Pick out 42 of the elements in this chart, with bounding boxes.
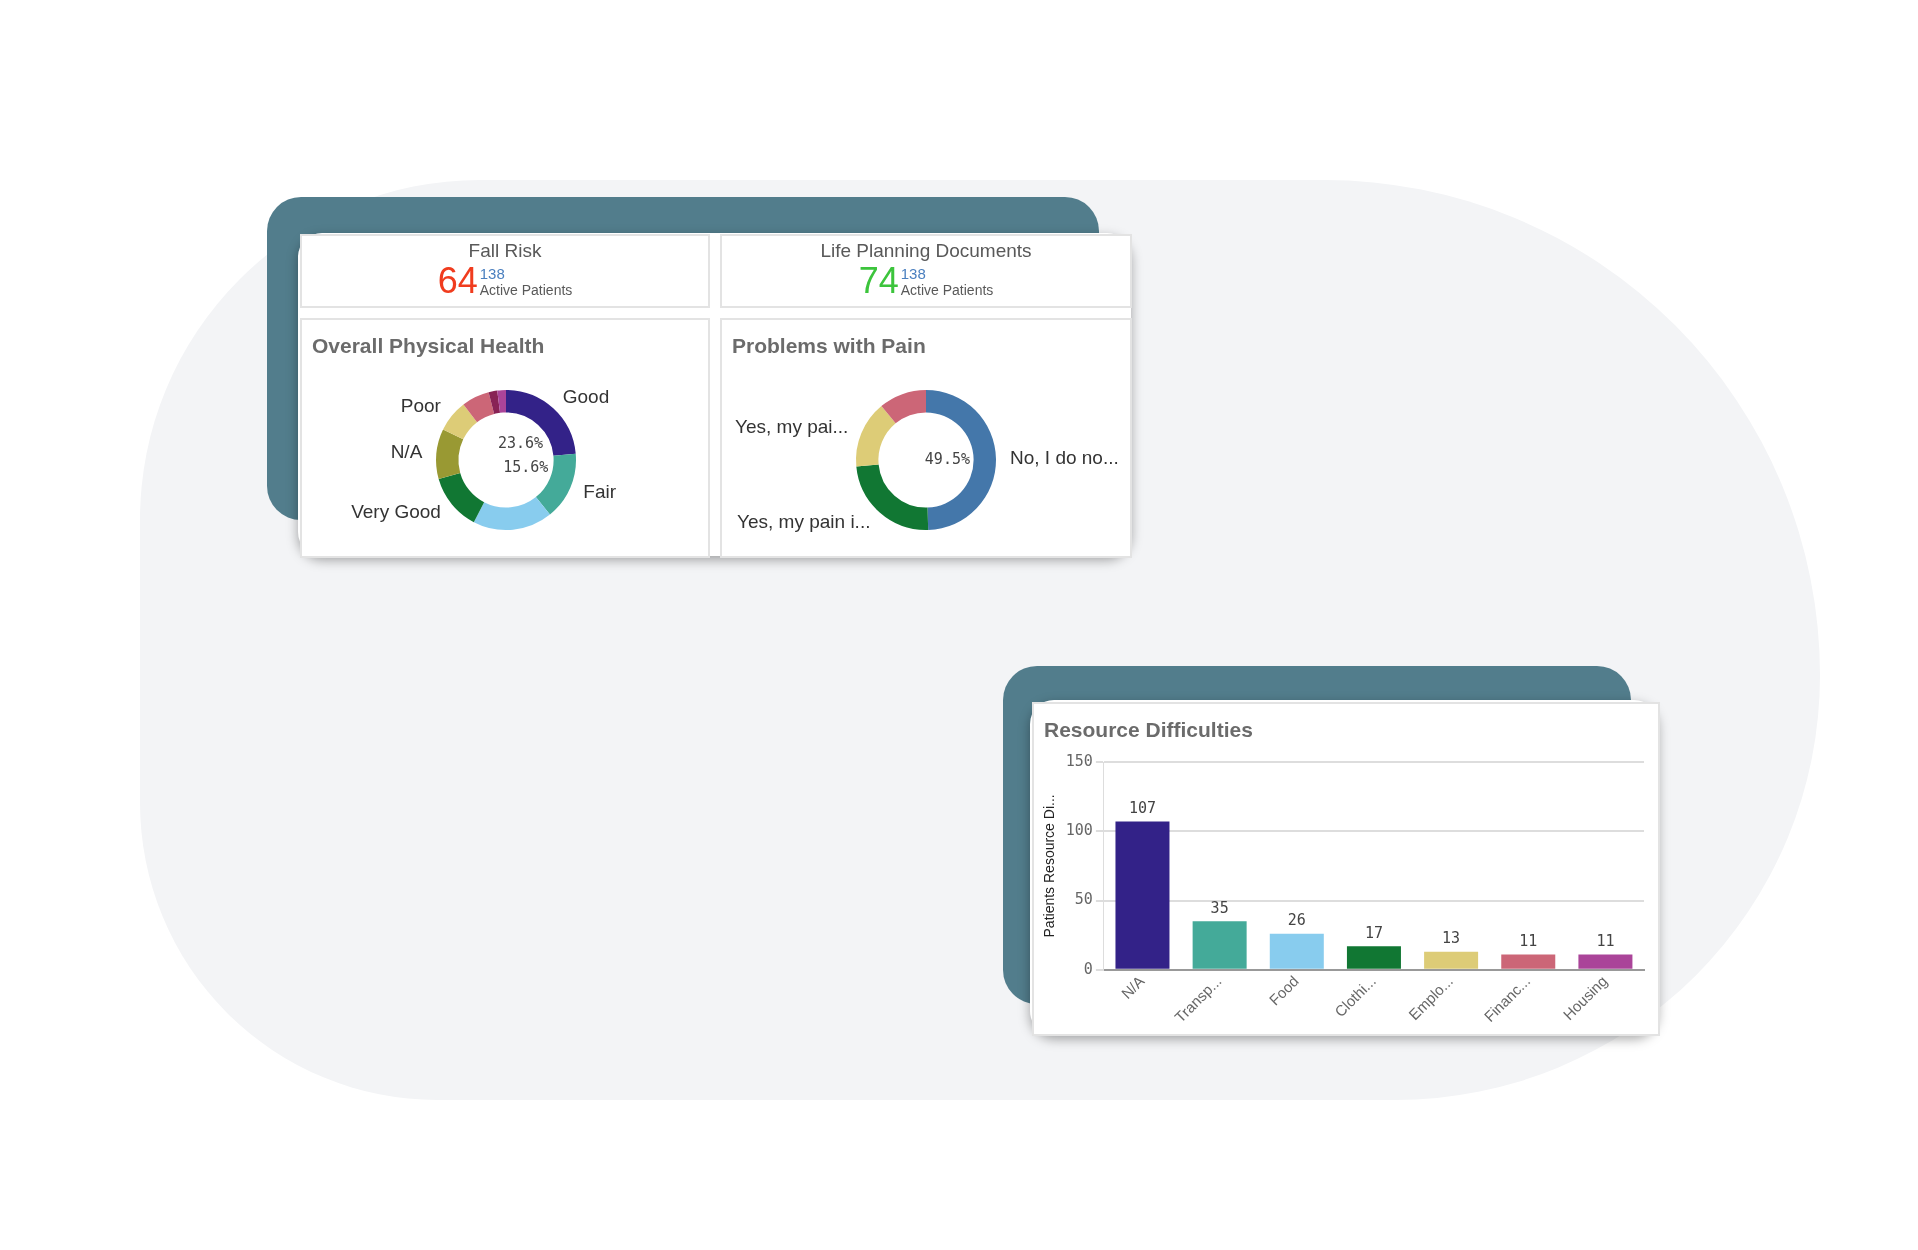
y-tick-label: 0 bbox=[1083, 959, 1093, 978]
slice-label: Very Good bbox=[351, 501, 441, 523]
text: Fall Risk bbox=[467, 240, 543, 262]
bar bbox=[1424, 951, 1479, 969]
data-label: 35 bbox=[1210, 898, 1229, 917]
chart-title: Problems with Pain bbox=[732, 334, 926, 358]
x-tick-label: N/A bbox=[1117, 972, 1148, 1002]
slice-label: Fair bbox=[583, 481, 617, 503]
bar bbox=[1192, 921, 1247, 969]
data-label: 11 bbox=[1596, 931, 1615, 950]
text: 74 bbox=[858, 260, 899, 301]
bar bbox=[1501, 954, 1556, 969]
text: Active Patients bbox=[479, 282, 573, 298]
data-label: 26 bbox=[1287, 911, 1306, 930]
text: Life Planning Documents bbox=[819, 240, 1033, 262]
data-label: 49.5% bbox=[924, 449, 970, 468]
slice-label: N/A bbox=[390, 440, 423, 462]
slice-label: Good bbox=[562, 386, 610, 408]
chart-title: Overall Physical Health bbox=[312, 334, 545, 358]
y-tick-label: 100 bbox=[1065, 821, 1093, 840]
slice-label: Poor bbox=[400, 395, 442, 417]
data-label: 17 bbox=[1364, 923, 1383, 942]
slice-label: Yes, my pain i... bbox=[737, 511, 871, 533]
data-label: 107 bbox=[1128, 798, 1157, 817]
y-tick-label: 50 bbox=[1074, 890, 1093, 909]
bar bbox=[1346, 946, 1401, 969]
chart-title: Resource Difficulties bbox=[1044, 718, 1253, 742]
text: Active Patients bbox=[900, 282, 994, 298]
bar bbox=[1578, 954, 1633, 969]
data-label: 11 bbox=[1519, 931, 1538, 950]
slice-label: Yes, my pai... bbox=[735, 416, 849, 438]
bar bbox=[1269, 933, 1324, 969]
data-label: 15.6% bbox=[503, 458, 549, 477]
data-label: 13 bbox=[1442, 929, 1461, 948]
y-axis-title: Patients Resource Di... bbox=[1041, 794, 1058, 938]
text: 138 bbox=[479, 265, 506, 282]
bar bbox=[1115, 821, 1170, 969]
text: 138 bbox=[900, 265, 927, 282]
text: 64 bbox=[437, 260, 478, 301]
slice-label: No, I do no... bbox=[1009, 446, 1119, 468]
y-tick-label: 150 bbox=[1065, 751, 1093, 770]
data-label: 23.6% bbox=[497, 434, 544, 453]
